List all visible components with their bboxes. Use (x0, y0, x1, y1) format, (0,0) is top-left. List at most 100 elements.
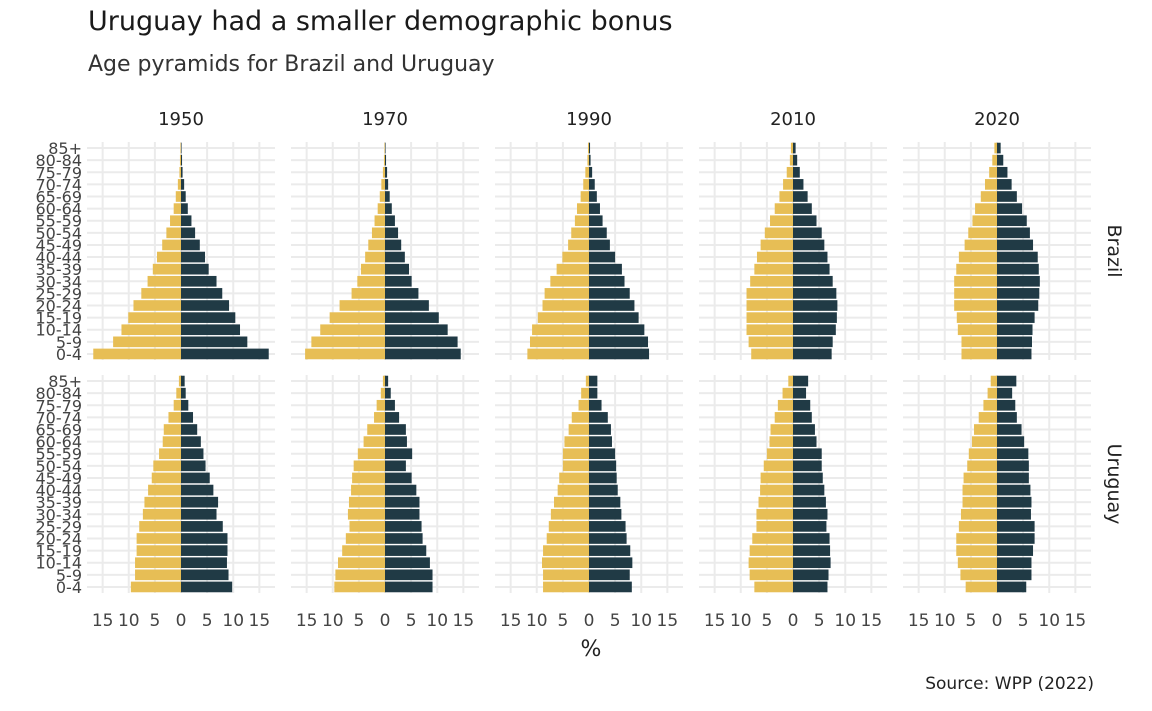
bar-right (181, 508, 217, 520)
bar-right (997, 569, 1032, 581)
age-tick-label: 30-34 (36, 505, 83, 524)
bar-right (997, 348, 1032, 360)
age-tick-label: 65-69 (36, 421, 83, 440)
bar-left (750, 275, 793, 287)
bar-left (351, 484, 385, 496)
bar-right (385, 533, 423, 544)
bar-right (181, 399, 189, 411)
bar-right (181, 288, 223, 299)
bar-left (962, 496, 997, 508)
age-tick-label: 25-29 (36, 284, 83, 303)
bar-right (385, 460, 406, 472)
bar-right (385, 300, 429, 311)
facet-country-label: Brazil (1103, 224, 1125, 277)
bar-right (997, 484, 1031, 496)
bar-left (760, 239, 793, 251)
bar-left (965, 581, 997, 593)
bar-left (348, 496, 385, 508)
bar-right (589, 448, 616, 460)
bar-right (181, 387, 186, 399)
bar-left (576, 203, 589, 214)
bar-right (589, 508, 622, 520)
panel-brazil-1990 (495, 142, 683, 360)
bar-left (756, 521, 793, 532)
bar-right (181, 215, 192, 227)
bar-left (782, 387, 793, 399)
bar-left (980, 191, 997, 202)
bar-left (176, 387, 181, 399)
bar-right (793, 166, 800, 178)
bar-right (793, 581, 828, 593)
bar-right (997, 227, 1030, 239)
bar-right (793, 460, 822, 472)
panel-uruguay-1970 (291, 375, 479, 593)
bar-left (585, 375, 589, 387)
chart-title: Uruguay had a smaller demographic bonus (88, 6, 673, 37)
facet-year-label: 1950 (158, 109, 204, 130)
bar-left (93, 348, 181, 360)
bar-right (385, 215, 395, 227)
bar-right (181, 412, 194, 423)
bar-right (997, 375, 1017, 387)
bar-left (381, 179, 385, 190)
x-tick-label: 5 (965, 611, 976, 631)
bar-left (532, 324, 589, 336)
bar-left (338, 557, 385, 569)
bar-right (997, 496, 1032, 508)
bar-left (766, 448, 793, 460)
bar-left (789, 154, 793, 166)
bar-left (347, 508, 385, 520)
bar-left (550, 508, 589, 520)
bar-left (972, 215, 997, 227)
panel-uruguay-1990 (495, 375, 683, 593)
bar-left (360, 263, 385, 275)
x-tick-label: 10 (1038, 611, 1060, 631)
bar-right (997, 288, 1040, 299)
bar-right (181, 448, 204, 460)
bar-right (181, 460, 206, 472)
bar-left (139, 521, 181, 532)
bar-right (997, 448, 1029, 460)
panel-brazil-1950 (87, 142, 275, 360)
bar-right (793, 348, 832, 360)
bar-left (751, 348, 793, 360)
bar-left (968, 448, 997, 460)
bar-left (133, 300, 181, 311)
age-tick-label: 65-69 (36, 188, 83, 207)
bar-left (367, 424, 385, 435)
bar-left (542, 557, 589, 569)
facet-year-label: 2020 (974, 109, 1020, 130)
bar-left (571, 412, 589, 423)
bar-left (790, 142, 793, 154)
bar-right (181, 581, 233, 593)
bar-left (550, 275, 589, 287)
bar-right (793, 448, 822, 460)
age-tick-label: 75-79 (36, 396, 83, 415)
bar-left (585, 166, 589, 178)
bar-left (578, 399, 589, 411)
bar-left (380, 387, 385, 399)
bar-left (956, 312, 997, 323)
bar-right (589, 581, 632, 593)
bar-left (135, 569, 181, 581)
bar-left (320, 324, 385, 336)
bar-right (385, 336, 458, 348)
bar-right (589, 263, 622, 275)
bar-right (181, 300, 230, 311)
bar-left (992, 154, 997, 166)
bar-left (382, 375, 385, 387)
bar-right (181, 557, 227, 569)
x-tick-label: 5 (761, 611, 772, 631)
bar-right (385, 288, 419, 299)
bar-right (997, 460, 1029, 472)
age-tick-label: 20-24 (36, 297, 83, 316)
bar-left (166, 227, 181, 239)
bar-right (181, 203, 188, 214)
bar-right (181, 239, 200, 251)
bar-right (589, 179, 595, 190)
bar-left (136, 533, 181, 544)
bar-left (144, 496, 181, 508)
bar-left (542, 300, 589, 311)
bar-right (385, 191, 390, 202)
bar-right (589, 288, 630, 299)
